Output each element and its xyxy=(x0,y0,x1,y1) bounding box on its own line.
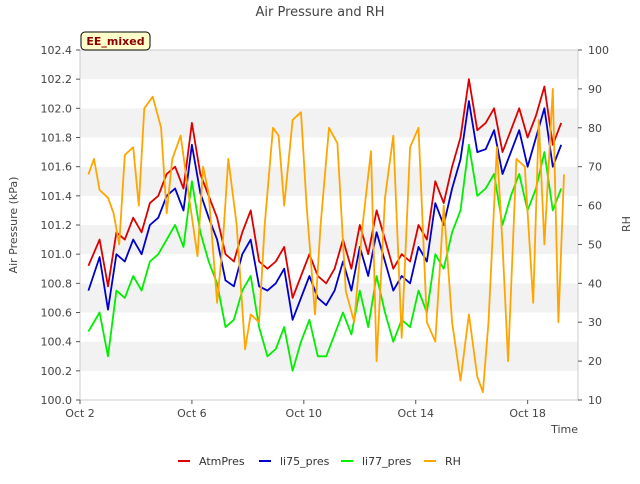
y2-tick-label: 40 xyxy=(588,277,602,290)
y2-tick-label: 10 xyxy=(588,394,602,407)
x-tick-label: Oct 2 xyxy=(65,407,95,420)
y-tick-label: 100.2 xyxy=(41,365,73,378)
y2-tick-label: 70 xyxy=(588,161,602,174)
y-tick-label: 101.6 xyxy=(41,161,73,174)
y-tick-label: 101.4 xyxy=(41,190,73,203)
series-lines xyxy=(87,78,565,394)
y-tick-label: 102.4 xyxy=(41,44,73,57)
y-tick-label: 101.8 xyxy=(41,132,73,145)
series-line-rh xyxy=(87,88,565,394)
y-tick-label: 100.6 xyxy=(41,307,73,320)
x-tick-label: Oct 14 xyxy=(397,407,434,420)
y-tick-label: 102.0 xyxy=(41,102,73,115)
y2-tick-label: 30 xyxy=(588,316,602,329)
y-tick-label: 101.2 xyxy=(41,219,73,232)
legend: AtmPres li75_pres li77_pres RH xyxy=(178,455,461,468)
grid-band xyxy=(80,50,578,80)
y-axis-label: Air Pressure (kPa) xyxy=(7,177,20,274)
y2-tick-label: 60 xyxy=(588,200,602,213)
grid-band xyxy=(80,370,578,400)
x-axis-ticks: Oct 2 Oct 6 Oct 10 Oct 14 Oct 18 xyxy=(65,400,546,420)
x-axis-label: Time xyxy=(550,423,578,436)
grid-band xyxy=(80,225,578,255)
y-tick-label: 100.4 xyxy=(41,336,73,349)
y2-axis-label: RH xyxy=(620,216,633,232)
grid-band xyxy=(80,312,578,342)
grid-band xyxy=(80,341,578,371)
x-tick-label: Oct 10 xyxy=(286,407,323,420)
y2-axis-ticks: 10 20 30 40 50 60 70 80 90 100 xyxy=(578,44,609,407)
x-tick-label: Oct 6 xyxy=(177,407,207,420)
grid-band xyxy=(80,79,578,109)
badge-label: EE_mixed xyxy=(86,35,144,48)
y-tick-label: 102.2 xyxy=(41,73,73,86)
legend-label: AtmPres xyxy=(199,455,245,468)
y2-tick-label: 20 xyxy=(588,355,602,368)
grid-band xyxy=(80,283,578,313)
badge: EE_mixed xyxy=(80,31,151,51)
legend-label: li75_pres xyxy=(280,455,330,468)
y-tick-label: 101.0 xyxy=(41,248,73,261)
chart-title: Air Pressure and RH xyxy=(255,5,384,20)
y2-tick-label: 90 xyxy=(588,83,602,96)
y-tick-label: 100.8 xyxy=(41,277,73,290)
y-tick-label: 100.0 xyxy=(41,394,73,407)
legend-label: li77_pres xyxy=(362,455,412,468)
x-tick-label: Oct 18 xyxy=(509,407,546,420)
y2-tick-label: 80 xyxy=(588,122,602,135)
series-line-li77-pres xyxy=(87,143,563,372)
y-axis-ticks: 100.0 100.2 100.4 100.6 100.8 101.0 101.2 101.4… xyxy=(41,44,80,407)
series-line-atmpres xyxy=(87,78,563,299)
y2-tick-label: 100 xyxy=(588,44,609,57)
y2-tick-label: 50 xyxy=(588,238,602,251)
legend-label: RH xyxy=(445,455,461,468)
